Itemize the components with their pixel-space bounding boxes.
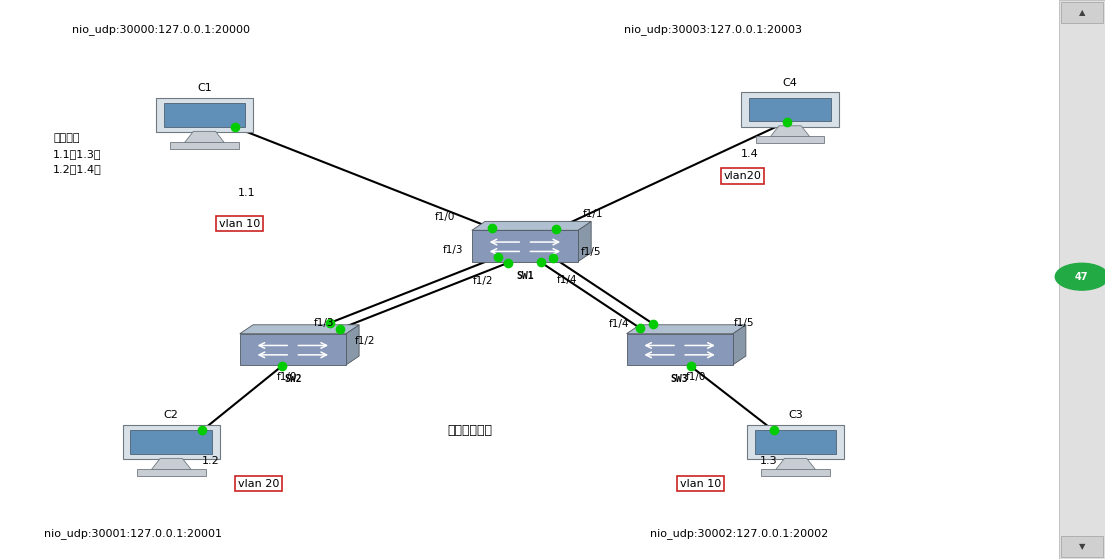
Text: SW2: SW2 (284, 374, 302, 384)
Text: vlan 20: vlan 20 (238, 479, 278, 489)
Text: f1/0: f1/0 (435, 212, 455, 222)
Text: 实验要求
1.1和1.3通
1.2和1.4通: 实验要求 1.1和1.3通 1.2和1.4通 (53, 133, 102, 174)
Text: vlan20: vlan20 (724, 171, 761, 181)
Polygon shape (578, 221, 591, 262)
Text: nio_udp:30002:127.0.0.1:20002: nio_udp:30002:127.0.0.1:20002 (650, 528, 828, 539)
Polygon shape (627, 325, 746, 334)
Text: vlan 10: vlan 10 (219, 219, 260, 229)
FancyBboxPatch shape (164, 103, 245, 127)
FancyBboxPatch shape (137, 469, 206, 476)
Text: f1/3: f1/3 (314, 318, 334, 328)
Polygon shape (627, 334, 733, 365)
FancyBboxPatch shape (761, 469, 830, 476)
FancyBboxPatch shape (755, 430, 836, 454)
Text: ▼: ▼ (1078, 542, 1085, 551)
Text: f1/0: f1/0 (686, 372, 706, 382)
Text: f1/2: f1/2 (473, 276, 493, 286)
Text: 1.1: 1.1 (238, 188, 255, 198)
Text: C2: C2 (164, 410, 179, 420)
FancyBboxPatch shape (123, 425, 220, 459)
Text: 1.3: 1.3 (760, 456, 778, 466)
FancyBboxPatch shape (747, 425, 844, 459)
Text: ▲: ▲ (1078, 8, 1085, 17)
Text: f1/2: f1/2 (355, 336, 375, 346)
FancyBboxPatch shape (749, 98, 831, 121)
Text: f1/3: f1/3 (443, 245, 463, 255)
Text: f1/0: f1/0 (277, 372, 297, 382)
Text: 创建中继链路: 创建中继链路 (448, 424, 492, 437)
Text: vlan 10: vlan 10 (680, 479, 720, 489)
Polygon shape (151, 458, 191, 470)
Polygon shape (472, 230, 578, 262)
Text: SW1: SW1 (516, 271, 534, 281)
Polygon shape (240, 334, 346, 365)
FancyBboxPatch shape (170, 142, 239, 149)
Polygon shape (733, 325, 746, 365)
Text: f1/1: f1/1 (583, 209, 603, 219)
Polygon shape (472, 221, 591, 230)
Text: SW3: SW3 (671, 374, 688, 384)
Text: f1/4: f1/4 (609, 319, 629, 329)
FancyBboxPatch shape (156, 98, 253, 132)
Circle shape (1055, 263, 1105, 290)
Polygon shape (770, 126, 810, 137)
Text: C4: C4 (782, 78, 798, 88)
FancyBboxPatch shape (756, 136, 824, 143)
Text: 47: 47 (1075, 272, 1088, 282)
FancyBboxPatch shape (1061, 2, 1103, 23)
Text: f1/4: f1/4 (557, 274, 577, 285)
Text: C3: C3 (788, 410, 803, 420)
Text: f1/5: f1/5 (734, 318, 754, 328)
Text: f1/5: f1/5 (581, 247, 601, 257)
FancyBboxPatch shape (741, 92, 839, 127)
FancyBboxPatch shape (1059, 0, 1105, 559)
Polygon shape (776, 458, 815, 470)
Text: nio_udp:30000:127.0.0.1:20000: nio_udp:30000:127.0.0.1:20000 (72, 23, 250, 35)
Polygon shape (240, 325, 359, 334)
Text: nio_udp:30001:127.0.0.1:20001: nio_udp:30001:127.0.0.1:20001 (44, 528, 222, 539)
Text: 1.2: 1.2 (202, 456, 220, 466)
Text: C1: C1 (197, 83, 212, 93)
Text: nio_udp:30003:127.0.0.1:20003: nio_udp:30003:127.0.0.1:20003 (624, 23, 802, 35)
FancyBboxPatch shape (130, 430, 212, 454)
Text: 1.4: 1.4 (740, 149, 758, 159)
Polygon shape (346, 325, 359, 365)
FancyBboxPatch shape (1061, 536, 1103, 557)
Polygon shape (185, 131, 224, 143)
